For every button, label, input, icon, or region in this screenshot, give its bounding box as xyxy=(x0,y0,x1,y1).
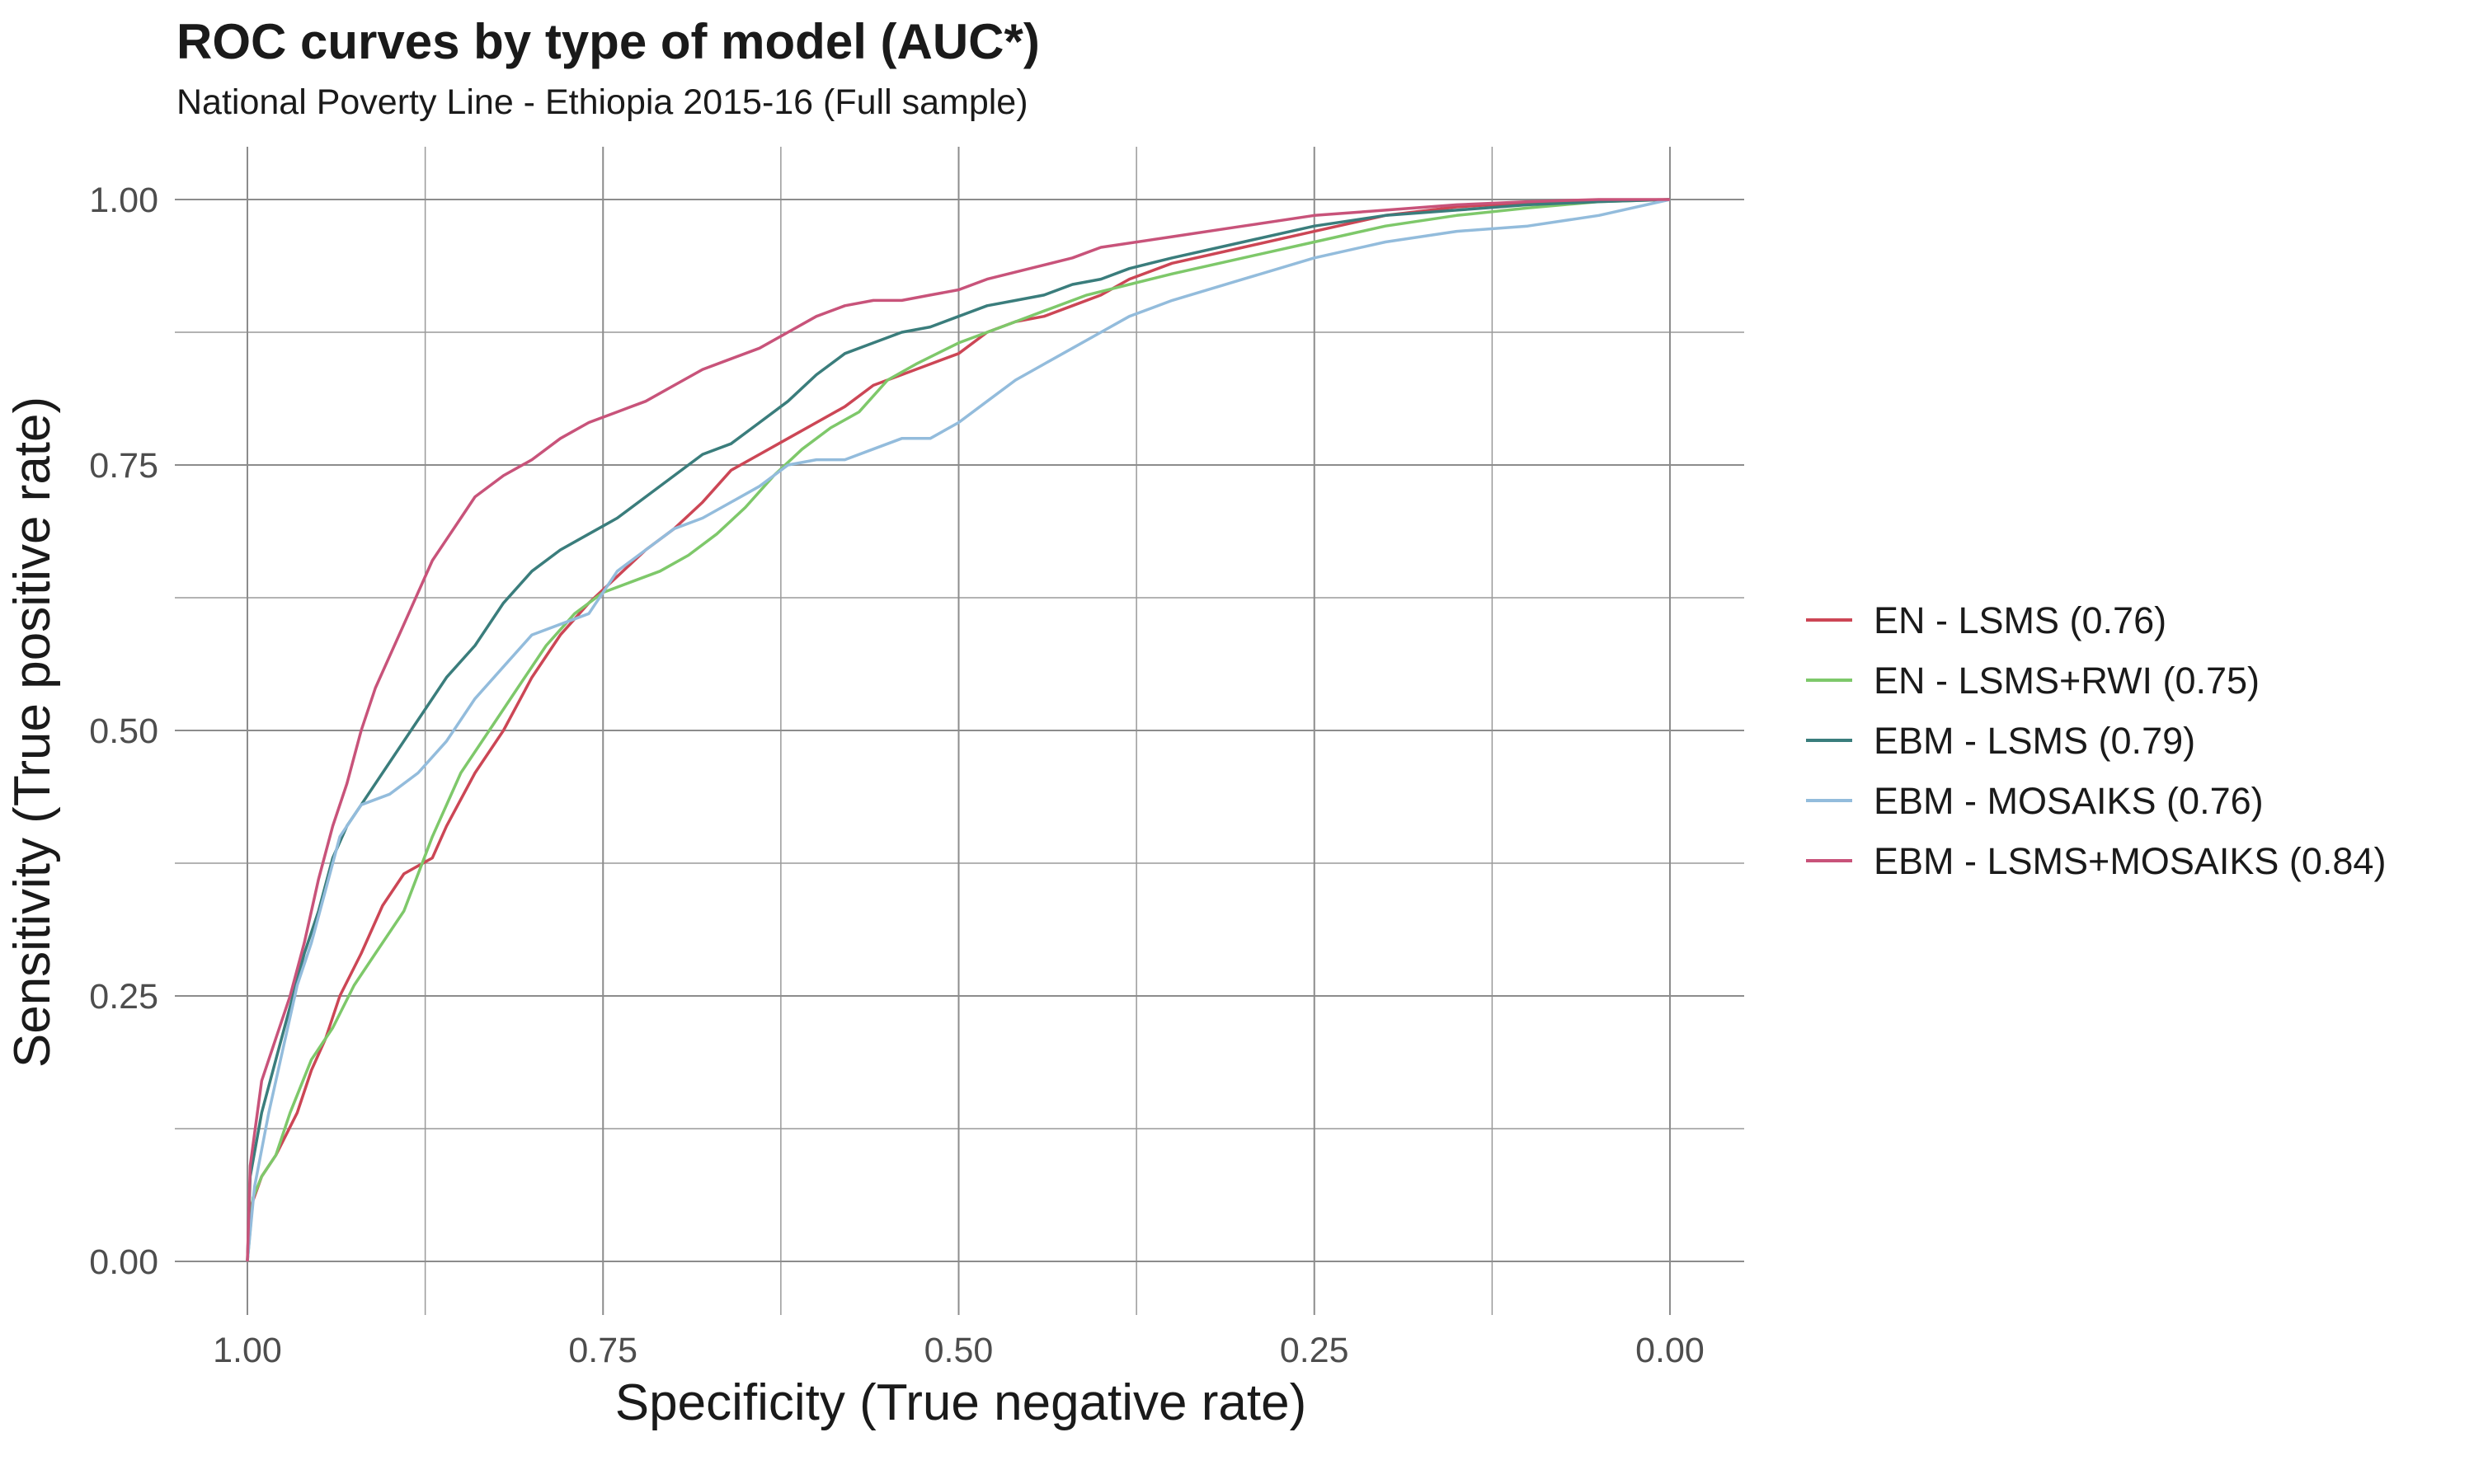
legend-label: EN - LSMS+RWI (0.75) xyxy=(1874,660,2260,702)
major-gridlines xyxy=(175,147,1744,1315)
series-line xyxy=(246,198,1671,1262)
legend: EN - LSMS (0.76) EN - LSMS+RWI (0.75) EBM … xyxy=(1806,599,2386,882)
legend-label: EN - LSMS (0.76) xyxy=(1874,599,2166,641)
y-tick-label: 0.00 xyxy=(89,1242,158,1282)
y-tick-label: 0.50 xyxy=(89,711,158,751)
series-lines xyxy=(246,198,1671,1262)
y-tick-label: 1.00 xyxy=(89,181,158,220)
series-line xyxy=(246,198,1670,1262)
x-tick-label: 0.75 xyxy=(568,1331,637,1370)
y-tick-label: 0.25 xyxy=(89,977,158,1017)
y-tick-label: 0.75 xyxy=(89,446,158,486)
x-axis-title: Specificity (True negative rate) xyxy=(615,1374,1306,1431)
x-tick-label: 0.25 xyxy=(1280,1331,1349,1370)
chart-title: ROC curves by type of model (AUC*) xyxy=(176,14,1040,69)
series-line xyxy=(246,198,1671,1262)
x-tick-label: 0.00 xyxy=(1635,1331,1705,1370)
tick-labels: 1.00 0.75 0.50 0.25 0.00 0.00 0.25 0.50 0.75 1.00 xyxy=(89,181,1705,1370)
x-tick-label: 0.50 xyxy=(924,1331,994,1370)
legend-label: EBM - LSMS+MOSAIKS (0.84) xyxy=(1874,840,2386,882)
series-line xyxy=(246,198,1671,1262)
y-axis-title: Sensitivity (True positive rate) xyxy=(4,397,61,1068)
x-tick-label: 1.00 xyxy=(213,1331,282,1370)
legend-label: EBM - MOSAIKS (0.76) xyxy=(1874,780,2264,822)
legend-label: EBM - LSMS (0.79) xyxy=(1874,720,2195,762)
chart-subtitle: National Poverty Line - Ethiopia 2015-16… xyxy=(176,82,1028,122)
